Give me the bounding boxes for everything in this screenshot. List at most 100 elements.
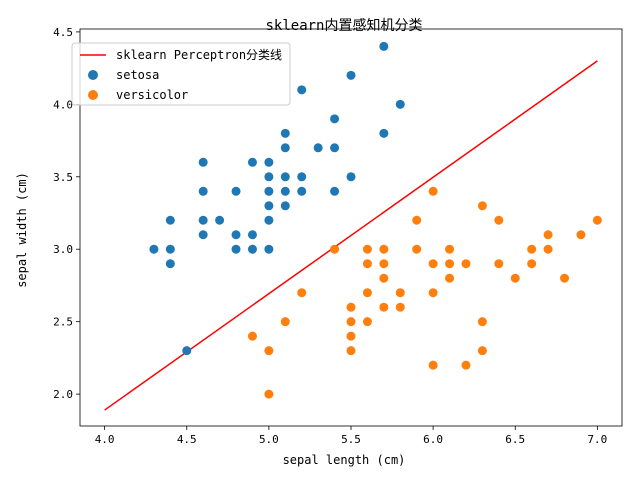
setosa-point-27: [297, 85, 307, 95]
versicolor-point-43: [592, 215, 602, 225]
legend-marker-setosa: [88, 70, 98, 80]
setosa-point-28: [297, 172, 307, 182]
versicolor-point-23: [428, 259, 438, 269]
versicolor-point-19: [395, 302, 405, 312]
y-tick-label: 4.5: [53, 26, 73, 39]
versicolor-point-27: [445, 259, 455, 269]
setosa-point-10: [231, 186, 241, 196]
versicolor-point-11: [362, 259, 372, 269]
versicolor-point-41: [560, 273, 570, 283]
versicolor-point-36: [510, 273, 520, 283]
x-tick-label: 5.0: [259, 433, 279, 446]
y-axis-label: sepal width (cm): [15, 172, 29, 288]
versicolor-point-40: [543, 244, 553, 254]
versicolor-point-16: [379, 273, 389, 283]
setosa-point-13: [247, 157, 257, 167]
setosa-point-9: [215, 215, 225, 225]
setosa-point-5: [198, 157, 208, 167]
setosa-point-16: [264, 157, 274, 167]
setosa-point-23: [280, 143, 290, 153]
versicolor-point-24: [428, 288, 438, 298]
versicolor-point-38: [527, 259, 537, 269]
x-tick-label: 7.0: [587, 433, 607, 446]
versicolor-point-18: [395, 288, 405, 298]
setosa-point-11: [231, 230, 241, 240]
x-tick-label: 4.0: [95, 433, 115, 446]
x-tick-label: 4.5: [177, 433, 197, 446]
setosa-point-19: [264, 201, 274, 211]
legend-label-setosa: setosa: [116, 68, 159, 82]
legend-box: [71, 42, 291, 106]
legend: sklearn Perceptron分类线 setosa versicolor: [71, 42, 291, 106]
setosa-point-21: [264, 244, 274, 254]
legend-label-versicolor: versicolor: [116, 88, 188, 102]
legend-line-label: sklearn Perceptron分类线: [116, 48, 282, 62]
y-tick-label: 3.5: [53, 171, 73, 184]
versicolor-point-14: [379, 244, 389, 254]
setosa-point-8: [198, 230, 208, 240]
versicolor-point-17: [379, 302, 389, 312]
versicolor-point-20: [412, 215, 422, 225]
setosa-point-18: [264, 186, 274, 196]
setosa-point-17: [264, 172, 274, 182]
setosa-point-25: [280, 186, 290, 196]
versicolor-point-34: [494, 215, 504, 225]
y-tick-label: 2.5: [53, 316, 73, 329]
versicolor-point-7: [346, 317, 356, 327]
setosa-point-33: [330, 186, 340, 196]
versicolor-point-15: [379, 259, 389, 269]
versicolor-point-35: [494, 259, 504, 269]
setosa-point-26: [280, 201, 290, 211]
setosa-point-12: [231, 244, 241, 254]
setosa-point-7: [198, 215, 208, 225]
versicolor-point-22: [428, 186, 438, 196]
setosa-point-2: [165, 244, 175, 254]
setosa-point-30: [313, 143, 323, 153]
versicolor-point-6: [346, 302, 356, 312]
y-axis: 2.0 2.5 3.0 3.5 4.0 4.5: [53, 26, 80, 401]
plot-points-layer: [149, 41, 602, 399]
versicolor-point-25: [428, 360, 438, 370]
versicolor-point-32: [477, 317, 487, 327]
versicolor-point-2: [264, 389, 274, 399]
versicolor-point-12: [362, 288, 372, 298]
x-axis-label: sepal length (cm): [283, 453, 406, 467]
versicolor-point-28: [445, 273, 455, 283]
setosa-point-1: [165, 215, 175, 225]
y-tick-label: 2.0: [53, 388, 73, 401]
versicolor-point-39: [543, 230, 553, 240]
setosa-point-6: [198, 186, 208, 196]
setosa-point-0: [149, 244, 159, 254]
versicolor-point-1: [264, 346, 274, 356]
versicolor-point-33: [477, 346, 487, 356]
setosa-point-32: [330, 143, 340, 153]
versicolor-point-4: [297, 288, 307, 298]
versicolor-point-8: [346, 331, 356, 341]
setosa-point-35: [346, 172, 356, 182]
versicolor-point-30: [461, 360, 471, 370]
setosa-point-14: [247, 230, 257, 240]
versicolor-point-29: [461, 259, 471, 269]
setosa-point-36: [379, 41, 389, 51]
setosa-point-22: [280, 128, 290, 138]
setosa-point-15: [247, 244, 257, 254]
setosa-point-20: [264, 215, 274, 225]
y-tick-label: 4.0: [53, 98, 73, 111]
versicolor-point-21: [412, 244, 422, 254]
setosa-point-37: [379, 128, 389, 138]
versicolor-point-42: [576, 230, 586, 240]
chart-title: sklearn内置感知机分类: [265, 17, 422, 34]
x-tick-label: 5.5: [341, 433, 361, 446]
setosa-point-3: [165, 259, 175, 269]
x-tick-label: 6.5: [505, 433, 525, 446]
versicolor-point-0: [247, 331, 257, 341]
setosa-point-24: [280, 172, 290, 182]
setosa-point-31: [330, 114, 340, 124]
legend-marker-versicolor: [88, 90, 98, 100]
versicolor-point-9: [346, 346, 356, 356]
versicolor-point-13: [362, 317, 372, 327]
versicolor-point-31: [477, 201, 487, 211]
x-tick-label: 6.0: [423, 433, 443, 446]
versicolor-point-3: [280, 317, 290, 327]
